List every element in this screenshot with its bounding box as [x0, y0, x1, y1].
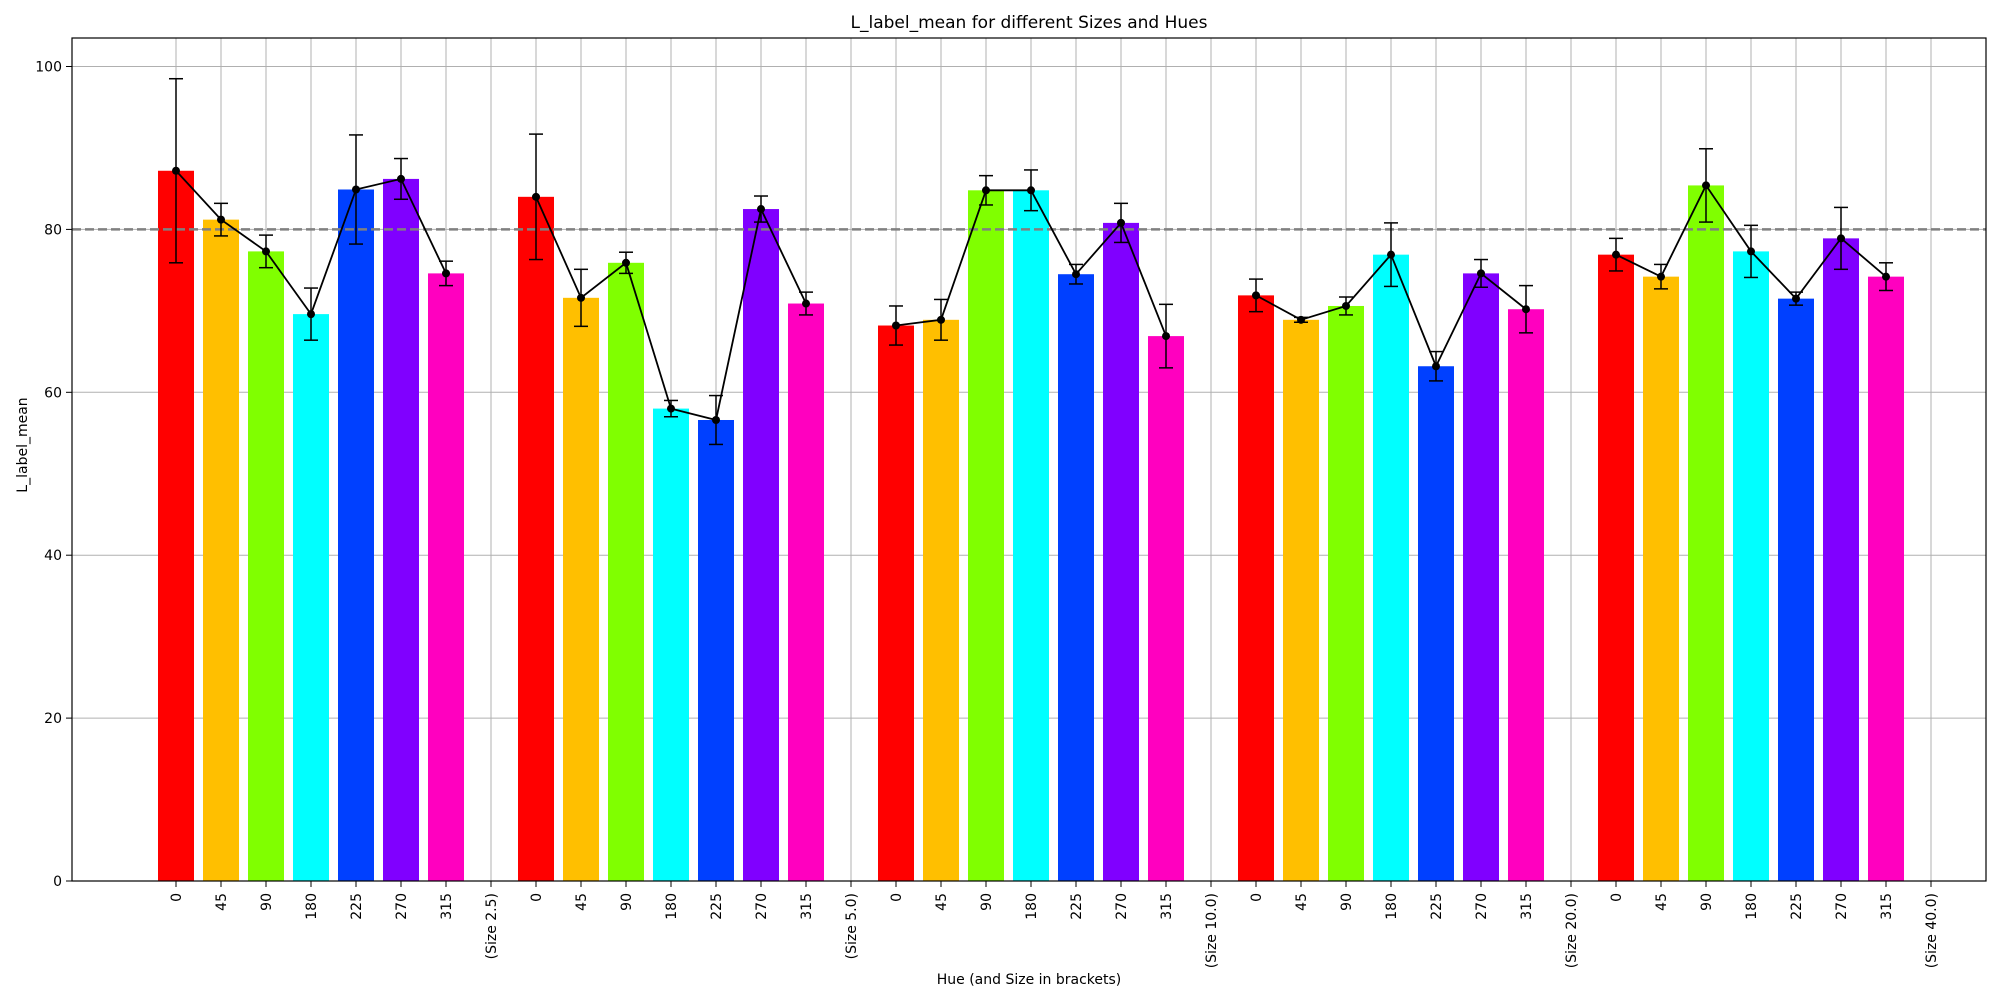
x-tick-label-hue: 90 [619, 893, 635, 911]
bar-hue-270 [1463, 273, 1499, 881]
bar-hue-45 [563, 297, 599, 881]
x-tick-label-size: (Size 10.0) [1204, 893, 1220, 968]
bar-hue-270 [1103, 222, 1139, 881]
bar-hue-90 [248, 251, 284, 881]
bar-hue-45 [923, 319, 959, 882]
x-tick-label-hue: 45 [934, 893, 950, 911]
x-tick-label-hue: 315 [1879, 893, 1895, 920]
x-tick-label-hue: 180 [1024, 893, 1040, 920]
y-tick-label: 20 [44, 711, 62, 727]
x-tick-label-hue: 90 [979, 893, 995, 911]
x-tick-label-hue: 225 [1069, 893, 1085, 920]
bar-hue-0 [158, 170, 194, 881]
error-bars [169, 77, 1893, 446]
x-tick-label-hue: 225 [709, 893, 725, 920]
bar-hue-180 [1013, 190, 1049, 881]
bar-hue-225 [1418, 366, 1454, 881]
x-tick-label-size: (Size 20.0) [1564, 893, 1580, 968]
chart-title: L_label_mean for different Sizes and Hue… [851, 13, 1208, 33]
x-tick-label-hue: 315 [1159, 893, 1175, 920]
bar-hue-315 [1148, 336, 1184, 881]
x-tick-label-hue: 270 [1834, 893, 1850, 920]
bar-hue-180 [1373, 254, 1409, 881]
bar-hue-180 [293, 314, 329, 881]
x-tick-label-hue: 45 [574, 893, 590, 911]
x-tick-label-hue: 45 [1294, 893, 1310, 911]
x-tick-label-hue: 270 [754, 893, 770, 920]
bar-hue-315 [1508, 309, 1544, 881]
bar-hue-0 [1238, 295, 1274, 881]
x-tick-label-hue: 270 [1474, 893, 1490, 920]
plot-frame [71, 37, 1987, 882]
bar-hue-270 [1823, 238, 1859, 881]
bar-hue-45 [1643, 276, 1679, 881]
x-tick-label-hue: 45 [1654, 893, 1670, 911]
x-tick-label-hue: 90 [259, 893, 275, 911]
x-tick-label-hue: 0 [529, 893, 545, 902]
x-tick-label-hue: 315 [1519, 893, 1535, 920]
x-tick-label-hue: 180 [304, 893, 320, 920]
bar-hue-225 [698, 419, 734, 881]
bar-hue-315 [428, 273, 464, 881]
y-tick-label: 80 [44, 222, 62, 238]
y-tick-label: 0 [53, 874, 62, 890]
x-tick-label-hue: 90 [1699, 893, 1715, 911]
bars [158, 170, 1904, 882]
x-tick-label-hue: 180 [1744, 893, 1760, 920]
y-tick-label: 60 [44, 385, 62, 401]
x-tick-label-hue: 225 [1789, 893, 1805, 920]
bar-hue-180 [653, 408, 689, 881]
bar-hue-315 [788, 303, 824, 881]
bar-hue-90 [1688, 185, 1724, 881]
x-tick-label-hue: 225 [349, 893, 365, 920]
bar-hue-90 [968, 190, 1004, 881]
bar-hue-0 [878, 325, 914, 881]
bar-hue-0 [1598, 254, 1634, 881]
x-tick-label-hue: 315 [799, 893, 815, 920]
bar-hue-0 [518, 196, 554, 882]
y-tick-label: 100 [35, 60, 62, 76]
x-tick-label-hue: 180 [664, 893, 680, 920]
bar-hue-180 [1733, 251, 1769, 881]
x-tick-label-size: (Size 2.5) [484, 893, 500, 959]
bar-hue-225 [338, 189, 374, 881]
x-tick-label-hue: 90 [1339, 893, 1355, 911]
x-tick-label-hue: 180 [1384, 893, 1400, 920]
tick-labels: 0 20 40 60 80 100 0 45 90 180 225 270 315 (Size 2.5) 0… [35, 60, 1940, 969]
x-tick-label-hue: 225 [1429, 893, 1445, 920]
bar-hue-90 [608, 262, 644, 881]
x-tick-label-hue: 270 [394, 893, 410, 920]
bar-hue-270 [383, 178, 419, 882]
y-tick-label: 40 [44, 548, 62, 564]
x-tick-label-size: (Size 40.0) [1924, 893, 1940, 968]
x-tick-label-hue: 0 [1249, 893, 1265, 902]
axes [66, 37, 1987, 887]
bar-hue-225 [1058, 274, 1094, 882]
x-tick-label-hue: 270 [1114, 893, 1130, 920]
y-axis-label: L_label_mean [15, 397, 31, 492]
bar-hue-315 [1868, 276, 1904, 881]
x-tick-label-hue: 0 [1609, 893, 1625, 902]
x-tick-label-size: (Size 5.0) [844, 893, 860, 959]
x-tick-label-hue: 0 [889, 893, 905, 902]
bar-hue-45 [1283, 319, 1319, 882]
bar-hue-270 [743, 209, 779, 882]
x-axis-label: Hue (and Size in brackets) [937, 972, 1122, 988]
x-tick-label-hue: 0 [169, 893, 185, 902]
bar-hue-45 [203, 219, 239, 881]
x-tick-label-hue: 315 [439, 893, 455, 920]
bar-hue-90 [1328, 305, 1364, 881]
x-tick-label-hue: 45 [214, 893, 230, 911]
bar-hue-225 [1778, 298, 1814, 881]
